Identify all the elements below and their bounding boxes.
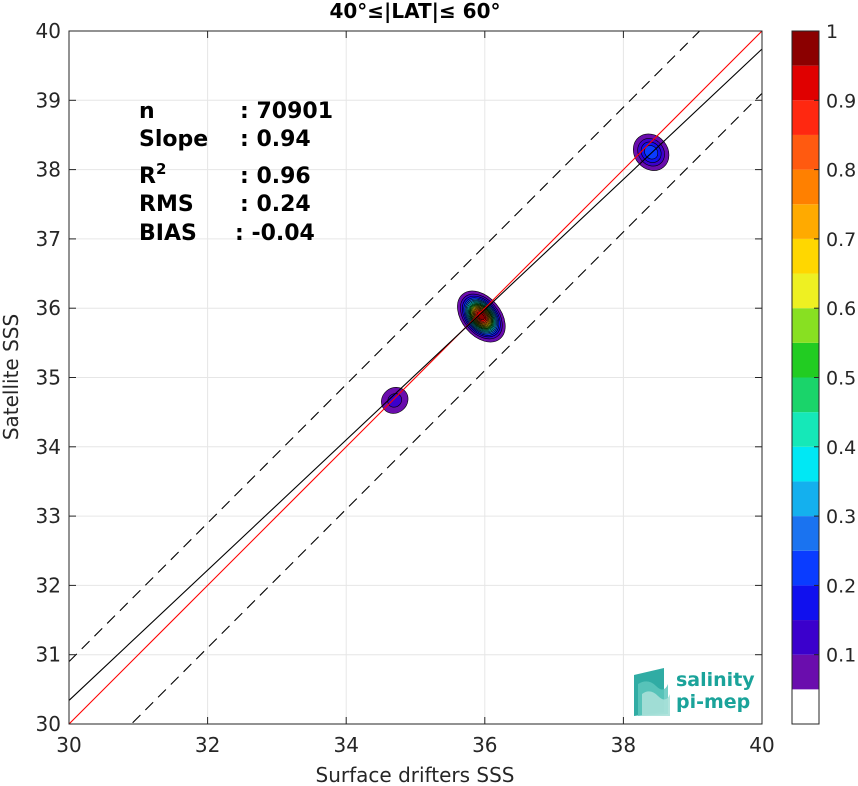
colorbar-segment [792, 273, 819, 309]
y-tick-label: 30 [36, 712, 61, 736]
y-tick-label: 39 [36, 88, 61, 112]
colorbar-segment [792, 65, 819, 101]
colorbar-segment [792, 377, 819, 413]
colorbar-segment [792, 585, 819, 621]
colorbar-segment [792, 446, 819, 482]
colorbar-tick-label: 1 [826, 21, 838, 43]
stat-label: BIAS [139, 221, 197, 246]
grid [68, 30, 763, 725]
colorbar-tick-label: 0.1 [826, 645, 856, 667]
colorbar-tick-label: 0.8 [826, 160, 856, 182]
colorbar-tick-label: 0.9 [826, 90, 856, 112]
stat-value: : 70901 [240, 99, 333, 124]
x-tick-label: 30 [56, 733, 81, 757]
colorbar-segment [792, 204, 819, 239]
x-tick-label: 38 [611, 733, 636, 757]
x-tick-label: 34 [333, 733, 358, 757]
colorbar-segment [792, 654, 819, 690]
logo-line2: pi-mep [676, 691, 750, 713]
upper-bound-line [69, 31, 701, 663]
cluster-low [381, 387, 409, 414]
x-tick-label: 40 [749, 733, 774, 757]
stat-value: : 0.96 [240, 164, 311, 189]
reference-lines [69, 31, 762, 724]
y-tick-label: 32 [36, 573, 61, 597]
colorbar-segment [792, 31, 819, 66]
stat-label: RMS [139, 192, 194, 217]
colorbar-tick-label: 0.7 [826, 229, 856, 251]
y-tick-label: 37 [36, 227, 61, 251]
x-axis-label: Surface drifters SSS [316, 763, 515, 786]
y-tick-label: 36 [36, 296, 61, 320]
colorbar-segment [792, 516, 819, 551]
colorbar-tick-label: 0.2 [826, 575, 856, 597]
axis-ticks: 30 32 34 36 38 40 30 31 32 33 34 35 36 37 38 39 40 [36, 19, 775, 757]
colorbar-segment [792, 412, 819, 447]
colorbar-segment [792, 134, 819, 170]
y-tick-label: 33 [36, 504, 61, 528]
colorbar: 0.1 0.2 0.3 0.4 0.5 0.6 0.7 0.8 0.9 1 [791, 21, 856, 725]
colorbar-tick-label: 0.4 [826, 437, 856, 459]
stat-value: : 0.94 [240, 127, 311, 152]
colorbar-tick-label: 0.5 [826, 368, 856, 390]
x-tick-label: 36 [472, 733, 497, 757]
colorbar-segment [792, 620, 819, 655]
y-axis-label: Satellite SSS [0, 314, 23, 440]
salinity-pimep-logo: salinity pi-mep [634, 668, 755, 716]
stat-label: n [139, 99, 155, 124]
colorbar-segment [792, 481, 819, 517]
logo-graphic-icon [634, 668, 670, 716]
cluster-main [457, 290, 506, 343]
y-tick-label: 34 [36, 435, 61, 459]
stat-value: : 0.24 [240, 192, 311, 217]
y-tick-label: 31 [36, 643, 61, 667]
colorbar-tick-label: 0.3 [826, 506, 856, 528]
colorbar-segment [792, 238, 819, 274]
lower-bound-line [130, 92, 762, 724]
colorbar-segment [792, 689, 819, 724]
colorbar-segment [792, 169, 819, 205]
colorbar-segment [792, 550, 819, 586]
logo-line1: salinity [676, 669, 755, 691]
stat-label: Slope [139, 127, 208, 152]
y-tick-label: 35 [36, 366, 61, 390]
x-tick-label: 32 [195, 733, 220, 757]
stat-value: : -0.04 [235, 221, 315, 246]
colorbar-tick-label: 0.6 [826, 298, 856, 320]
colorbar-segment [792, 100, 819, 135]
regression-line [69, 48, 762, 701]
colorbar-segment [792, 308, 819, 343]
one-to-one-line [69, 31, 762, 724]
y-tick-label: 40 [36, 19, 61, 43]
y-tick-label: 38 [36, 158, 61, 182]
chart-title: 40°≤|LAT|≤ 60° [329, 0, 500, 23]
colorbar-segment [792, 342, 819, 378]
